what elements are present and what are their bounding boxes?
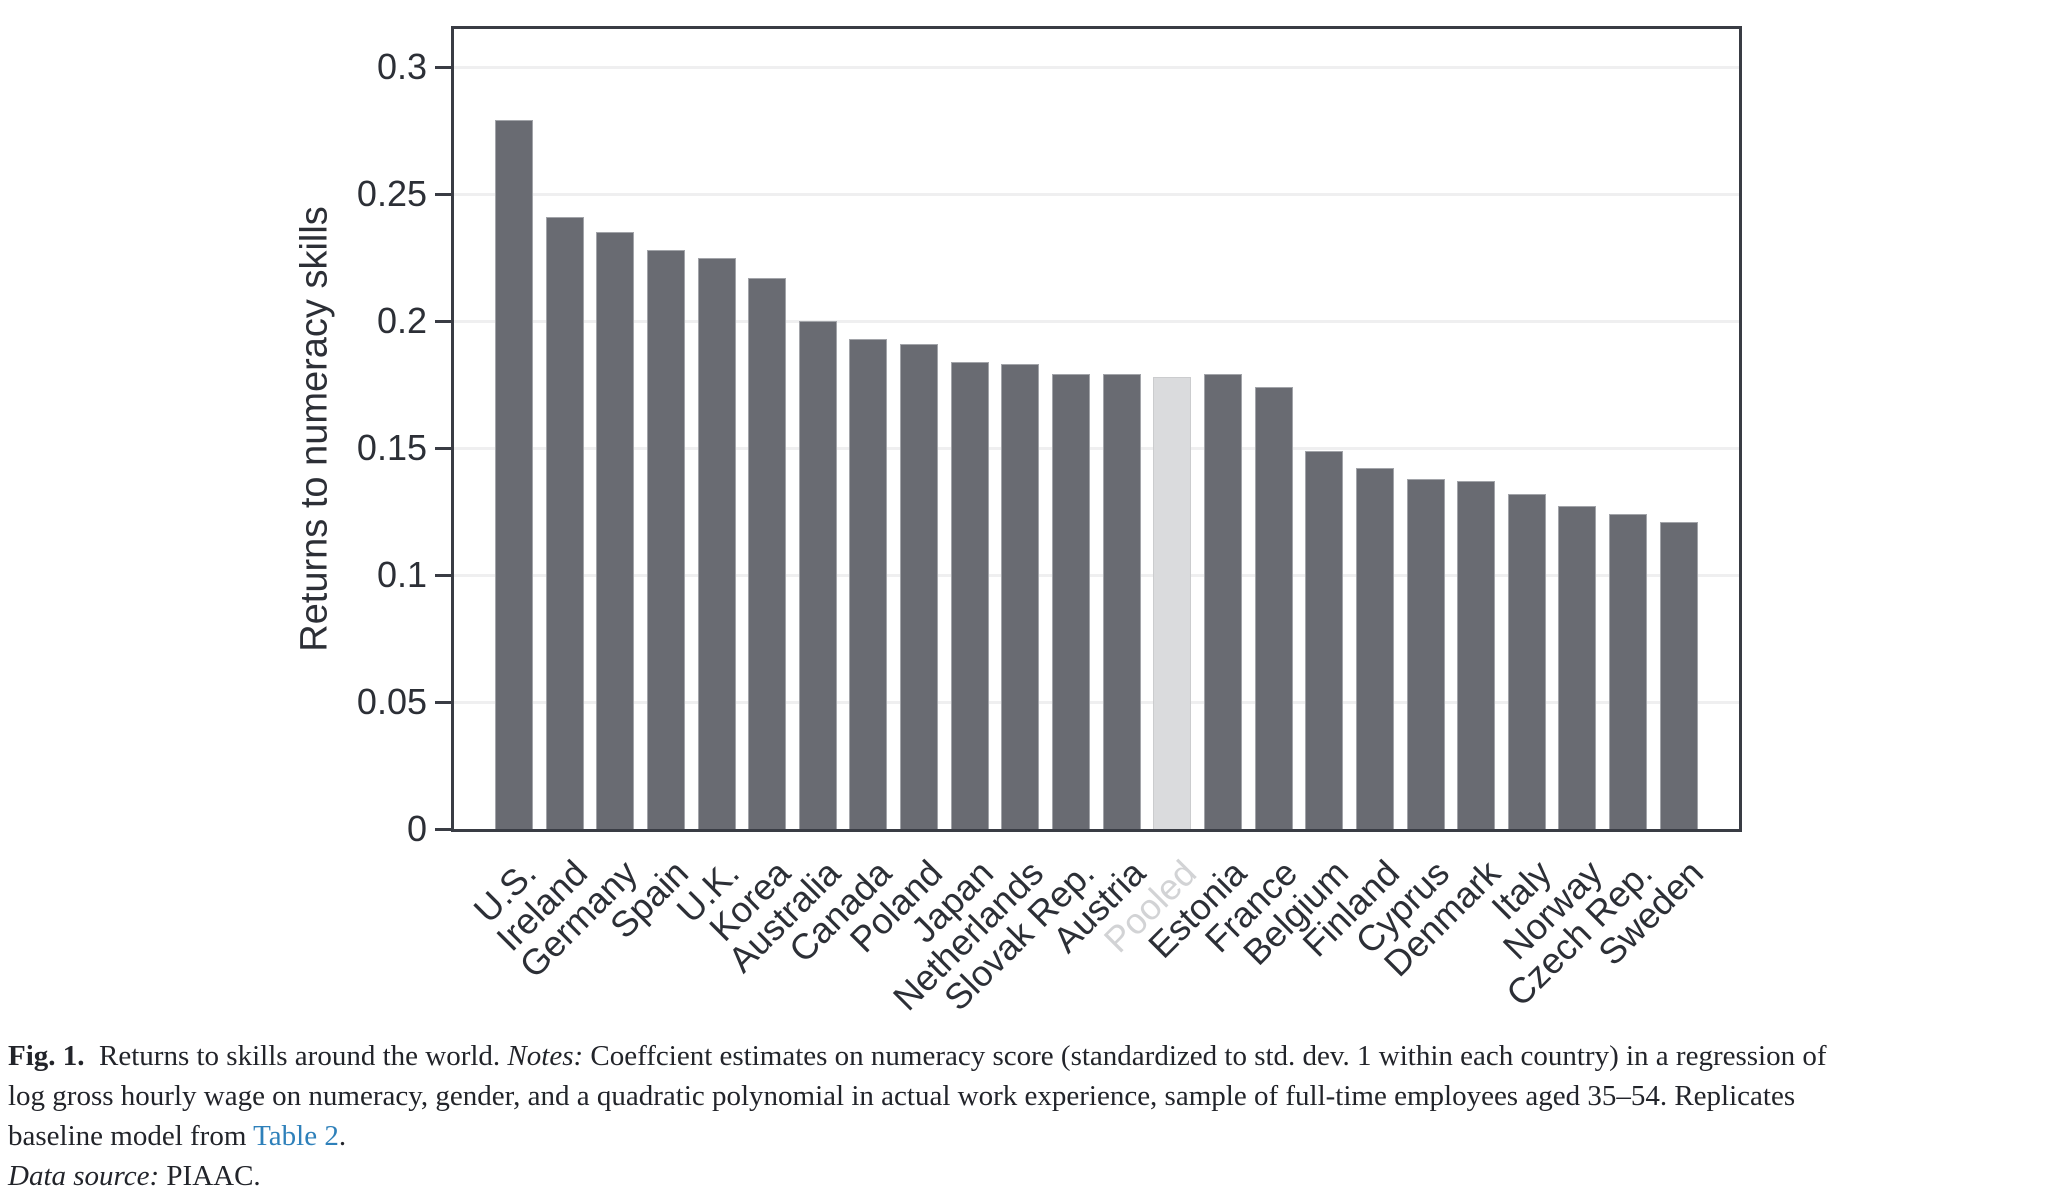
bar-czech-rep [1609,514,1648,829]
bar-ireland [545,216,584,829]
caption-fig-label: Fig. 1. [8,1040,85,1072]
y-tick-mark-0 [435,827,451,831]
y-tick-label-0.05: 0.05 [356,681,427,723]
y-tick-mark-0.3 [435,65,451,69]
bar-netherlands [1001,364,1040,829]
bar-norway [1558,506,1597,829]
gridline-0.2 [454,319,1739,323]
caption-text: . [338,1120,347,1152]
bar-slovak-rep [1052,374,1091,829]
bar-germany [596,232,635,829]
y-tick-mark-0.15 [435,446,451,450]
gridline-0.25 [454,192,1739,196]
plot-area: 0 0.05 0.1 0.15 0.2 0.25 0.3 [357,26,1742,849]
y-tick-label-0.3: 0.3 [376,46,427,88]
caption-text: Returns to skills around the world. [84,1040,508,1072]
caption-text: baseline model from [8,1120,254,1152]
bar-france [1254,387,1293,829]
caption-text: Coeffcient estimates on numeracy score (… [583,1040,1827,1072]
bar-poland [900,343,939,829]
y-tick-label-0.2: 0.2 [376,300,427,342]
caption-source-label: Data source: [8,1160,160,1192]
bar-u-s [495,120,533,829]
bars-group [454,29,1739,829]
caption-text: log gross hourly wage on numeracy, gende… [8,1080,1796,1112]
bar-belgium [1305,450,1344,829]
caption-line-1: Fig. 1. Returns to skills around the wor… [8,1036,2044,1076]
bar-pooled [1153,376,1192,829]
table-2-link[interactable]: Table 2 [253,1120,339,1152]
y-tick-label-0: 0 [406,808,427,849]
y-axis-title: Returns to numeracy skills [293,206,336,652]
bar-austria [1102,374,1141,829]
bar-australia [798,321,837,829]
caption-line-2: log gross hourly wage on numeracy, gende… [8,1076,2044,1116]
bar-denmark [1457,481,1496,829]
bar-estonia [1203,374,1242,829]
y-tick-mark-0.2 [435,319,451,323]
bar-u-k [697,257,736,829]
y-tick-label-0.1: 0.1 [376,554,427,596]
bar-italy [1507,493,1546,829]
y-tick-mark-0.05 [435,700,451,704]
caption-line-4: Data source: PIAAC. [8,1156,2044,1196]
figure-caption: Fig. 1. Returns to skills around the wor… [8,1036,2044,1196]
y-tick-mark-0.25 [435,192,451,196]
gridline-0.05 [454,700,1739,704]
gridline-0.1 [454,573,1739,577]
y-tick-label-0.15: 0.15 [356,427,427,469]
y-tick-label-0.25: 0.25 [356,173,427,215]
bar-sweden [1659,521,1698,829]
caption-notes-label: Notes: [507,1040,584,1072]
bar-japan [950,361,989,829]
bar-canada [849,338,888,829]
caption-line-3: baseline model from Table 2. [8,1116,2044,1156]
bar-finland [1355,468,1394,829]
bar-cyprus [1406,478,1445,829]
y-tick-mark-0.1 [435,573,451,577]
bar-korea [748,277,787,829]
gridline-0.3 [454,65,1739,69]
gridline-0.15 [454,446,1739,450]
bar-spain [646,249,685,829]
caption-text: PIAAC. [159,1160,261,1192]
